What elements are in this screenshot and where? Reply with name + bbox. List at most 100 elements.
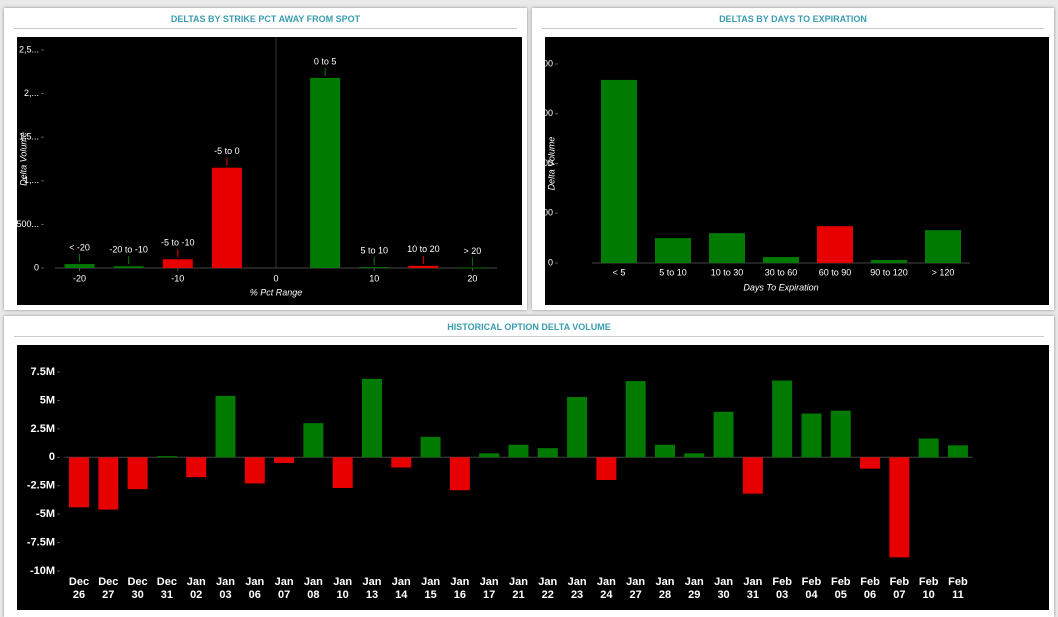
bar-label: < -20 [69, 242, 90, 252]
x-tick-label: Jan 07 [275, 576, 294, 601]
x-tick-label: 10 [369, 273, 379, 283]
bar [113, 266, 144, 268]
x-tick-label: Feb 10 [919, 576, 939, 601]
x-tick-label: Feb 03 [772, 576, 792, 601]
y-tick-label: -2.5M [27, 480, 55, 492]
bar [567, 397, 588, 458]
x-tick-label: Dec 26 [69, 576, 89, 601]
y-tick-label: 5M [40, 394, 55, 406]
x-tick-label: Jan 14 [392, 576, 411, 601]
bar [601, 79, 637, 263]
bar-label: 5 to 10 [360, 246, 388, 256]
y-tick-label: 800,000 [545, 58, 553, 68]
bar [508, 444, 529, 458]
x-tick-label: Jan 06 [245, 576, 264, 601]
bar [655, 238, 691, 263]
x-tick-label: > 120 [932, 267, 955, 277]
panel-history: HISTORICAL OPTION DELTA VOLUME -10M -7.5M… [4, 316, 1054, 617]
panel-title: DELTAS BY STRIKE PCT AWAY FROM SPOT [170, 14, 361, 24]
y-tick-label: 200,000 [545, 208, 553, 218]
y-tick-label: -5M [36, 508, 55, 520]
bar [127, 457, 148, 490]
bar [763, 257, 799, 263]
y-tick-label: 0 [49, 451, 55, 463]
bar [391, 457, 412, 468]
x-tick-label: < 5 [613, 267, 626, 277]
x-tick-label: Jan 29 [685, 576, 704, 601]
x-tick-label: 20 [467, 273, 477, 283]
y-axis-title: Delta Volume [18, 132, 28, 186]
x-tick-label: Jan 08 [304, 576, 323, 601]
bar-label: -20 to -10 [109, 245, 148, 255]
bar [817, 226, 853, 263]
chart: 0 200,000 400,000 600,000 800,000 < 5 5 to 10 1… [545, 37, 1049, 305]
x-tick-label: Dec 31 [157, 576, 177, 601]
x-tick-label: 90 to 120 [870, 267, 908, 277]
x-axis-title: Days To Expiration [743, 282, 818, 292]
bar [274, 457, 295, 463]
bar [860, 457, 881, 469]
y-tick-label: 600,000 [545, 108, 553, 118]
y-tick-label: 2,5... [19, 44, 39, 54]
bar [211, 167, 242, 268]
bar-label: -5 to -10 [161, 238, 195, 248]
bar-label: -5 to 0 [214, 146, 240, 156]
bar [918, 438, 939, 458]
x-axis-title: % Pct Range [250, 287, 303, 297]
bar [244, 457, 265, 484]
bar [654, 444, 675, 458]
bar [310, 77, 341, 269]
bar [830, 410, 851, 458]
bar [98, 457, 119, 510]
bar [215, 395, 236, 458]
y-tick-label: 2.5M [31, 423, 55, 435]
panel-title: HISTORICAL OPTION DELTA VOLUME [447, 322, 611, 332]
bar [68, 457, 89, 508]
y-tick-label: 0 [34, 262, 39, 272]
x-tick-label: Jan 15 [421, 576, 440, 601]
x-tick-label: Dec 27 [98, 576, 118, 601]
bar [772, 380, 793, 458]
x-tick-label: Jan 28 [655, 576, 674, 601]
bar [537, 448, 558, 458]
bar [947, 445, 968, 458]
bar [449, 457, 470, 491]
y-axis-title: Delta Volume [546, 137, 556, 191]
bar [408, 265, 439, 268]
y-tick-label: 0 [548, 257, 553, 267]
bar-label: 10 to 20 [407, 244, 440, 254]
x-tick-label: 60 to 90 [819, 267, 852, 277]
bar [925, 230, 961, 263]
x-tick-label: Dec 30 [128, 576, 148, 601]
x-tick-label: Jan 17 [480, 576, 499, 601]
x-tick-label: Feb 04 [802, 576, 822, 601]
y-tick-label: 400,000 [545, 158, 553, 168]
bar [359, 267, 390, 268]
x-tick-label: Feb 05 [831, 576, 851, 601]
bar [625, 381, 646, 458]
x-tick-label: 30 to 60 [765, 267, 798, 277]
y-tick-label: 2,... [24, 88, 39, 98]
x-tick-label: 0 [273, 273, 278, 283]
panel-strike: DELTAS BY STRIKE PCT AWAY FROM SPOT 0 500… [4, 8, 527, 310]
x-tick-label: Jan 23 [568, 576, 587, 601]
x-tick-label: Jan 10 [333, 576, 352, 601]
bar [742, 457, 763, 494]
y-tick-label: 1,... [24, 175, 39, 185]
x-tick-label: -20 [73, 273, 86, 283]
bar [801, 413, 822, 458]
y-tick-label: 7.5M [31, 366, 55, 378]
x-tick-label: Jan 27 [626, 576, 645, 601]
x-tick-label: Jan 21 [509, 576, 528, 601]
y-tick-label: 1,5... [19, 132, 39, 142]
bar [186, 457, 207, 478]
bar [303, 423, 324, 458]
bar [332, 457, 353, 488]
chart: 0 500... 1,... 1,5... 2,... 2,5... -20 -10 0 10 20… [17, 37, 522, 305]
bar-label: 0 to 5 [314, 56, 337, 66]
bar [889, 457, 910, 558]
panel-title: DELTAS BY DAYS TO EXPIRATION [719, 14, 867, 24]
x-tick-label: 10 to 30 [711, 267, 744, 277]
bar [684, 453, 705, 458]
bar-label: > 20 [464, 246, 482, 256]
